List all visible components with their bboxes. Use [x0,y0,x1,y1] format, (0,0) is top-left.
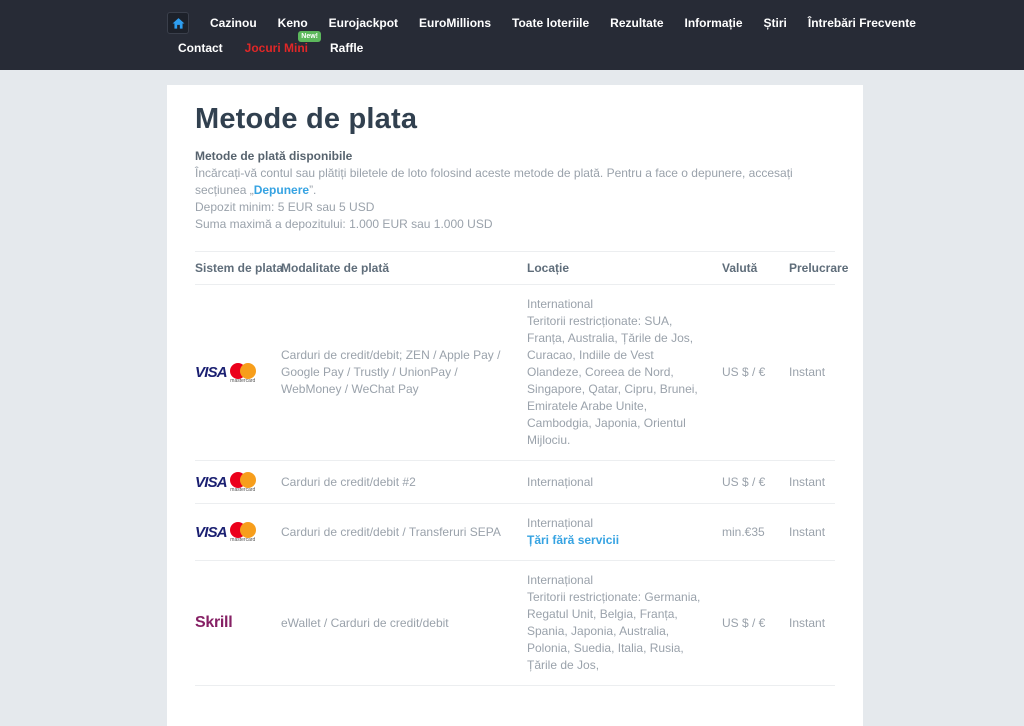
table-row: VISA mastercard Carduri de credit/debit … [195,460,835,504]
table-row: VISA mastercard Carduri de credit/debit … [195,503,835,561]
nav-item-toate-loteriile[interactable]: Toate loteriile [512,16,590,30]
location-cell: International Teritorii restricționate: … [527,284,722,461]
new-badge: New! [298,31,322,42]
page-title: Metode de plata [195,103,418,135]
deposit-min-text: Depozit minim: 5 EUR sau 5 USD [195,200,375,214]
visa-logo: VISA [195,364,228,381]
nav-item-cazinou[interactable]: Cazinou [210,16,257,30]
nav-row-1: Cazinou Keno Eurojackpot EuroMillions To… [167,11,1024,35]
top-navbar: Cazinou Keno Eurojackpot EuroMillions To… [0,0,1024,70]
method-cell: Carduri de credit/debit; ZEN / Apple Pay… [281,284,527,461]
jocuri-mini-label: Jocuri Mini [244,41,309,55]
nav-item-raffle[interactable]: Raffle [330,41,364,55]
content-card: Metode de plata Metode de plată disponib… [167,85,863,726]
table-row: Skrill eWallet / Carduri de credit/debit… [195,560,835,686]
intro-paragraph: Încărcați-vă contul sau plătiți biletele… [195,165,835,199]
nav-item-informatie[interactable]: Informație [684,16,743,30]
intro-text-before: Încărcați-vă contul sau plătiți biletele… [195,166,793,197]
location-cell: Internațional [527,460,722,504]
nav-item-rezultate[interactable]: Rezultate [610,16,664,30]
header-modalitate-de-plata: Modalitate de plată [281,251,527,285]
location-main: Internațional [527,516,594,530]
nav-item-contact[interactable]: Contact [178,41,223,55]
header-sistem-de-plata: Sistem de plata [195,251,283,285]
processing-cell: Instant [789,460,835,504]
processing-cell: Instant [789,560,835,686]
nav-item-stiri[interactable]: Știri [763,16,787,30]
mastercard-logo: mastercard [229,472,256,493]
skrill-logo: Skrill [195,614,233,631]
mastercard-label: mastercard [230,377,256,384]
method-cell: Carduri de credit/debit #2 [281,460,527,504]
visa-mastercard-logo: VISA mastercard [195,362,267,384]
available-methods-subtitle: Metode de plată disponibile [195,149,353,163]
currency-cell: US $ / € [722,284,789,461]
table-row: VISA mastercard Carduri de credit/debit;… [195,284,835,461]
visa-logo: VISA [195,473,228,491]
mastercard-label: mastercard [230,537,256,543]
table-header-row: Sistem de plata Modalitate de plată Loca… [195,251,848,285]
currency-cell: US $ / € [722,560,789,686]
nav-row-2: Contact Jocuri Mini New! Raffle [167,31,1024,59]
location-main: International [527,297,594,311]
nav-item-intrebari-frecvente[interactable]: Întrebări Frecvente [807,16,916,30]
currency-cell: min.€35 [722,503,789,561]
nav-item-eurojackpot[interactable]: Eurojackpot [328,16,399,30]
header-prelucrare: Prelucrare [789,251,848,285]
header-locatie: Locație [527,251,722,285]
home-button[interactable] [167,12,189,34]
processing-cell: Instant [789,284,835,461]
depunere-link[interactable]: Depunere [253,183,310,197]
nav-item-keno[interactable]: Keno [277,16,308,30]
location-restrictions: Teritorii restricționate: SUA, Franța, A… [527,314,698,447]
location-main: Internațional [527,474,594,489]
intro-text-after: ”. [309,183,317,197]
method-cell: eWallet / Carduri de credit/debit [281,560,527,686]
processing-cell: Instant [789,503,835,561]
visa-logo: VISA [195,523,228,541]
header-valuta: Valută [722,251,789,285]
visa-mastercard-logo: VISA mastercard [195,522,267,543]
payment-methods-table: Sistem de plata Modalitate de plată Loca… [195,251,848,686]
currency-cell: US $ / € [722,460,789,504]
visa-mastercard-logo: VISA mastercard [195,472,267,493]
mastercard-label: mastercard [230,487,256,493]
location-main: Internațional [527,573,594,587]
location-restrictions: Teritorii restricționate: Germania, Rega… [527,590,701,672]
nav-item-jocuri-mini[interactable]: Jocuri Mini New! [244,31,322,55]
mastercard-logo: mastercard [229,522,256,543]
tari-fara-servicii-link[interactable]: Țări fără servicii [527,533,620,547]
mastercard-logo: mastercard [229,362,256,384]
method-cell: Carduri de credit/debit / Transferuri SE… [281,503,527,561]
location-cell: Internațional Țări fără servicii [527,503,722,561]
home-icon [172,17,185,30]
nav-item-euromillions[interactable]: EuroMillions [419,16,492,30]
location-cell: Internațional Teritorii restricționate: … [527,560,722,686]
deposit-max-text: Suma maximă a depozitului: 1.000 EUR sau… [195,217,493,231]
